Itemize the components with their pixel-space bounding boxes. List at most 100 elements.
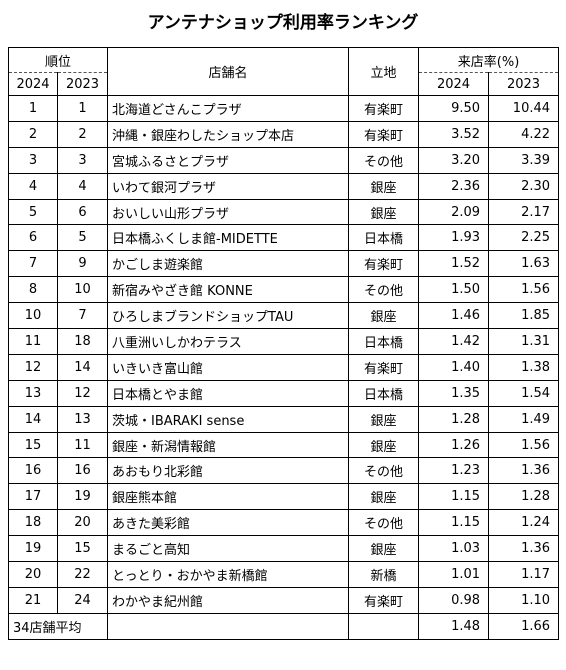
rank-2024-cell: 7 — [8, 250, 58, 278]
rank-2024-cell: 10 — [8, 302, 58, 330]
rate-2024-cell: 1.28 — [418, 405, 490, 433]
table-row: 18 20 あきた美彩館 その他 1.15 1.24 — [8, 509, 560, 537]
table-row: 11 18 八重洲いしかわテラス 日本橋 1.42 1.31 — [8, 328, 560, 355]
rate-2023-cell: 1.56 — [488, 431, 560, 459]
average-row: 34店舗平均 1.48 1.66 — [7, 612, 560, 640]
location-cell: 有楽町 — [348, 95, 420, 122]
rank-2023-cell: 9 — [56, 250, 109, 278]
store-name-cell: いきいき富山館 — [107, 353, 350, 381]
table-row: 8 10 新宿みやざき館 KONNE その他 1.50 1.56 — [8, 276, 560, 304]
header-rate-2023: 2023 — [488, 72, 560, 96]
average-rate-2024: 1.48 — [418, 612, 490, 640]
rank-2023-cell: 13 — [56, 405, 109, 433]
store-name-cell: 八重洲いしかわテラス — [107, 328, 350, 355]
rate-2024-cell: 1.15 — [418, 509, 490, 537]
table-row: 7 9 かごしま遊楽館 有楽町 1.52 1.63 — [8, 250, 560, 278]
average-location-blank — [348, 612, 420, 640]
rank-2024-cell: 20 — [8, 561, 58, 588]
rate-2024-cell: 1.35 — [418, 379, 490, 407]
store-name-cell: 銀座熊本館 — [107, 483, 350, 511]
table-row: 16 16 あおもり北彩館 その他 1.23 1.36 — [8, 457, 560, 485]
store-name-cell: 茨城・IBARAKI sense — [107, 405, 350, 433]
store-name-cell: 新宿みやざき館 KONNE — [107, 276, 350, 304]
rate-2023-cell: 1.31 — [488, 328, 560, 355]
rate-2024-cell: 9.50 — [418, 95, 490, 122]
rate-2023-cell: 3.39 — [488, 146, 560, 174]
table-row: 20 22 とっとり・おかやま新橋館 新橋 1.01 1.17 — [8, 561, 560, 588]
rate-2023-cell: 2.25 — [488, 224, 560, 252]
rate-2023-cell: 1.28 — [488, 483, 560, 511]
rate-2023-cell: 1.10 — [488, 586, 560, 614]
location-cell: その他 — [348, 509, 420, 537]
table-row: 21 24 わかやま紀州館 有楽町 0.98 1.10 — [8, 586, 560, 614]
rank-2024-cell: 4 — [8, 172, 58, 200]
page-title: アンテナショップ利用率ランキング — [147, 13, 419, 33]
rank-2023-cell: 24 — [56, 586, 109, 614]
rate-2023-cell: 4.22 — [488, 120, 560, 148]
rate-2024-cell: 1.40 — [418, 353, 490, 381]
store-name-cell: 銀座・新潟情報館 — [107, 431, 350, 459]
table-row: 17 19 銀座熊本館 銀座 1.15 1.28 — [8, 483, 560, 511]
location-cell: 日本橋 — [348, 379, 420, 407]
rate-2024-cell: 2.09 — [418, 198, 490, 226]
location-cell: 銀座 — [348, 198, 420, 226]
location-cell: 有楽町 — [348, 353, 420, 381]
rank-2024-cell: 16 — [8, 457, 58, 485]
rank-2024-cell: 21 — [8, 586, 58, 614]
rate-2024-cell: 1.50 — [418, 276, 490, 304]
average-rate-2023: 1.66 — [488, 612, 560, 640]
store-name-cell: とっとり・おかやま新橋館 — [107, 561, 350, 588]
store-name-cell: 沖縄・銀座わしたショップ本店 — [107, 120, 350, 148]
store-name-cell: あおもり北彩館 — [107, 457, 350, 485]
rank-2024-cell: 8 — [8, 276, 58, 304]
rate-2023-cell: 10.44 — [488, 95, 560, 122]
location-cell: 新橋 — [348, 561, 420, 588]
rank-2023-cell: 15 — [56, 535, 109, 563]
rate-2024-cell: 1.52 — [418, 250, 490, 278]
store-name-cell: わかやま紀州館 — [107, 586, 350, 614]
rank-2023-cell: 7 — [56, 302, 109, 330]
rate-2024-cell: 1.23 — [418, 457, 490, 485]
table-row: 6 5 日本橋ふくしま館-MIDETTE 日本橋 1.93 2.25 — [8, 224, 560, 252]
rank-2024-cell: 6 — [8, 224, 58, 252]
rate-2024-cell: 3.52 — [418, 120, 490, 148]
location-cell: 銀座 — [348, 431, 420, 459]
table-row: 15 11 銀座・新潟情報館 銀座 1.26 1.56 — [8, 431, 560, 459]
rate-2024-cell: 0.98 — [418, 586, 490, 614]
rank-2023-cell: 22 — [56, 561, 109, 588]
store-name-cell: ひろしまブランドショップTAU — [107, 302, 350, 330]
header-row-top: 順位 店舗名 立地 来店率(%) — [7, 47, 560, 96]
rate-2023-cell: 1.38 — [488, 353, 560, 381]
rate-2023-cell: 2.30 — [488, 172, 560, 200]
store-name-cell: 日本橋ふくしま館-MIDETTE — [107, 224, 350, 252]
rate-2023-cell: 2.17 — [488, 198, 560, 226]
rank-2023-cell: 14 — [56, 353, 109, 381]
header-rank: 順位 — [7, 47, 109, 73]
table-row: 2 2 沖縄・銀座わしたショップ本店 有楽町 3.52 4.22 — [8, 120, 560, 148]
rate-2024-cell: 1.03 — [418, 535, 490, 563]
rank-2024-cell: 12 — [8, 353, 58, 381]
rate-2023-cell: 1.24 — [488, 509, 560, 537]
location-cell: 有楽町 — [348, 120, 420, 148]
rank-2023-cell: 19 — [56, 483, 109, 511]
rate-2024-cell: 1.15 — [418, 483, 490, 511]
location-cell: 有楽町 — [348, 250, 420, 278]
table-row: 4 4 いわて銀河プラザ 銀座 2.36 2.30 — [8, 172, 560, 200]
rank-2023-cell: 1 — [56, 95, 109, 122]
header-store: 店舗名 — [107, 47, 350, 96]
rate-2023-cell: 1.36 — [488, 457, 560, 485]
header-rank-2024: 2024 — [8, 72, 58, 96]
rank-2023-cell: 6 — [56, 198, 109, 226]
rank-2024-cell: 14 — [8, 405, 58, 433]
rank-2023-cell: 20 — [56, 509, 109, 537]
location-cell: 有楽町 — [348, 586, 420, 614]
header-rate-2024: 2024 — [418, 72, 490, 96]
table-row: 12 14 いきいき富山館 有楽町 1.40 1.38 — [8, 353, 560, 381]
rank-2023-cell: 4 — [56, 172, 109, 200]
rate-2023-cell: 1.54 — [488, 379, 560, 407]
rate-2024-cell: 2.36 — [418, 172, 490, 200]
rank-2023-cell: 18 — [56, 328, 109, 355]
rate-2024-cell: 1.46 — [418, 302, 490, 330]
rank-2024-cell: 15 — [8, 431, 58, 459]
